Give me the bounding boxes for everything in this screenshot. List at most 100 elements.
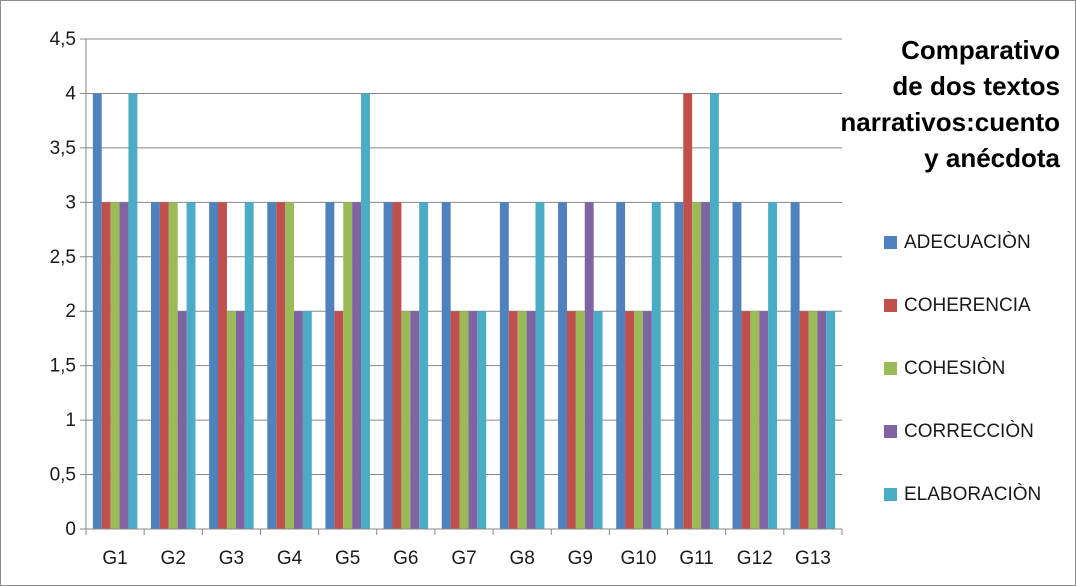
bar	[808, 311, 818, 529]
bar	[244, 202, 254, 529]
legend-label: COHESIÒN	[904, 358, 1006, 379]
bar	[218, 202, 227, 529]
bar	[575, 311, 585, 529]
bar	[186, 202, 196, 529]
chart-title-line-2: de dos textos	[892, 71, 1060, 101]
legend-swatch	[884, 488, 897, 501]
bar	[119, 202, 129, 529]
bar	[593, 311, 603, 529]
y-tick-label: 4,5	[50, 29, 76, 50]
bar	[625, 311, 635, 529]
y-tick-label: 2,5	[50, 247, 76, 268]
legend-label: ELABORACIÒN	[904, 484, 1042, 505]
x-tick-label: G6	[393, 548, 418, 569]
bar	[285, 202, 294, 529]
bar	[177, 311, 187, 529]
bar	[101, 202, 111, 529]
y-tick-label: 2	[65, 301, 76, 322]
x-tick-label: G12	[737, 548, 773, 569]
bar	[401, 311, 411, 529]
bar	[226, 311, 236, 529]
legend-label: COHERENCIA	[904, 295, 1031, 316]
x-tick-label: G10	[620, 548, 656, 569]
bar	[768, 202, 778, 529]
bar	[468, 311, 478, 529]
bar	[352, 202, 362, 529]
x-tick-label: G4	[277, 548, 303, 569]
bar	[159, 202, 169, 529]
y-tick-label: 0	[65, 519, 76, 540]
bar	[392, 202, 402, 529]
y-tick-label: 1,5	[50, 356, 76, 377]
y-tick-label: 4	[65, 83, 76, 104]
bar	[325, 202, 335, 529]
bar	[759, 311, 769, 529]
bar	[150, 202, 160, 529]
bar	[692, 202, 702, 529]
bar	[584, 202, 594, 529]
bar	[799, 311, 809, 529]
bar	[750, 311, 760, 529]
bar	[410, 311, 420, 529]
bar	[343, 202, 353, 529]
bar	[450, 311, 460, 529]
bar	[267, 202, 277, 529]
bar	[383, 202, 393, 529]
bar	[701, 202, 710, 529]
y-tick-label: 1	[65, 410, 76, 431]
chart-title-line-1: Comparativo	[901, 35, 1060, 65]
legend-swatch	[884, 299, 897, 312]
bar	[441, 202, 451, 529]
bar	[499, 202, 509, 529]
bar	[683, 93, 693, 529]
bar	[826, 311, 836, 529]
bar	[674, 202, 684, 529]
bar	[741, 311, 751, 529]
chart-title-line-3: narrativos:cuento	[840, 107, 1060, 137]
x-tick-label: G13	[795, 548, 831, 569]
x-tick-label: G3	[219, 548, 244, 569]
y-tick-label: 3	[65, 192, 76, 213]
x-tick-label: G1	[102, 548, 127, 569]
bar	[334, 311, 344, 529]
bar	[508, 311, 518, 529]
bar	[817, 311, 827, 529]
legend-item-coherencia: COHERENCIA	[884, 295, 1031, 319]
bar	[110, 202, 120, 529]
bar	[526, 311, 536, 529]
bar	[128, 93, 138, 529]
bar	[168, 202, 178, 529]
legend-item-elaboracion: ELABORACIÒN	[884, 484, 1041, 508]
bar	[302, 311, 312, 529]
x-tick-label: G8	[509, 548, 534, 569]
bar	[419, 202, 429, 529]
bar	[651, 202, 661, 529]
legend-swatch	[884, 236, 897, 249]
legend-label: ADECUACIÒN	[904, 232, 1031, 253]
x-tick-label: G11	[679, 548, 714, 569]
bar	[642, 311, 652, 529]
bar	[535, 202, 545, 529]
legend-swatch	[884, 362, 897, 375]
legend-item-cohesion: COHESIÒN	[884, 358, 1005, 382]
bar	[276, 202, 286, 529]
bar	[361, 93, 370, 529]
bar	[293, 311, 303, 529]
legend-item-correccion: CORRECCIÒN	[884, 421, 1034, 445]
legend-swatch	[884, 425, 897, 438]
bar	[477, 311, 487, 529]
y-tick-label: 0,5	[50, 465, 76, 486]
bar	[517, 311, 527, 529]
legend-item-adecuacion: ADECUACIÒN	[884, 232, 1031, 256]
bar	[459, 311, 469, 529]
x-tick-label: G5	[335, 548, 360, 569]
legend-label: CORRECCIÒN	[904, 421, 1034, 442]
x-tick-label: G9	[568, 548, 593, 569]
bar	[732, 202, 742, 529]
bar	[235, 311, 245, 529]
chart-title-line-4: y anécdota	[924, 143, 1060, 173]
x-tick-label: G7	[451, 548, 476, 569]
bar	[209, 202, 219, 529]
y-tick-label: 3,5	[50, 138, 76, 159]
